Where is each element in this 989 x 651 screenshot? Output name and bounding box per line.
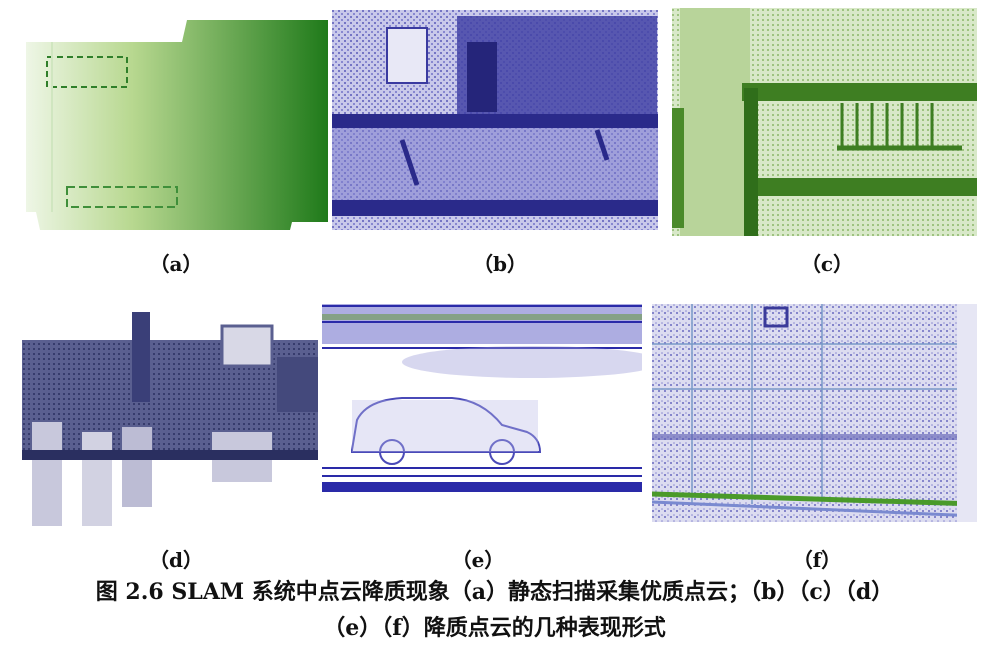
- panel-f-image: [652, 304, 977, 522]
- panel-d-label: （d）: [149, 548, 203, 572]
- figure-caption-line-1: 图 2.6 SLAM 系统中点云降质现象（a）静态扫描采集优质点云；（b）（c）…: [95, 579, 894, 605]
- panel-e-label: （e）: [451, 548, 505, 572]
- panel-c-image: [672, 8, 977, 236]
- panel-f-label: （f）: [792, 548, 842, 572]
- figure-caption-line-2: （e）（f）降质点云的几种表现形式: [323, 615, 666, 641]
- panel-b-label: （b）: [473, 252, 527, 276]
- panel-a-label: （a）: [149, 252, 203, 276]
- panel-a-image: [22, 12, 330, 230]
- panel-c-label: （c）: [800, 252, 854, 276]
- panel-e-image: [322, 300, 642, 494]
- panel-d-image: [22, 312, 318, 526]
- panel-b-image: [332, 10, 658, 230]
